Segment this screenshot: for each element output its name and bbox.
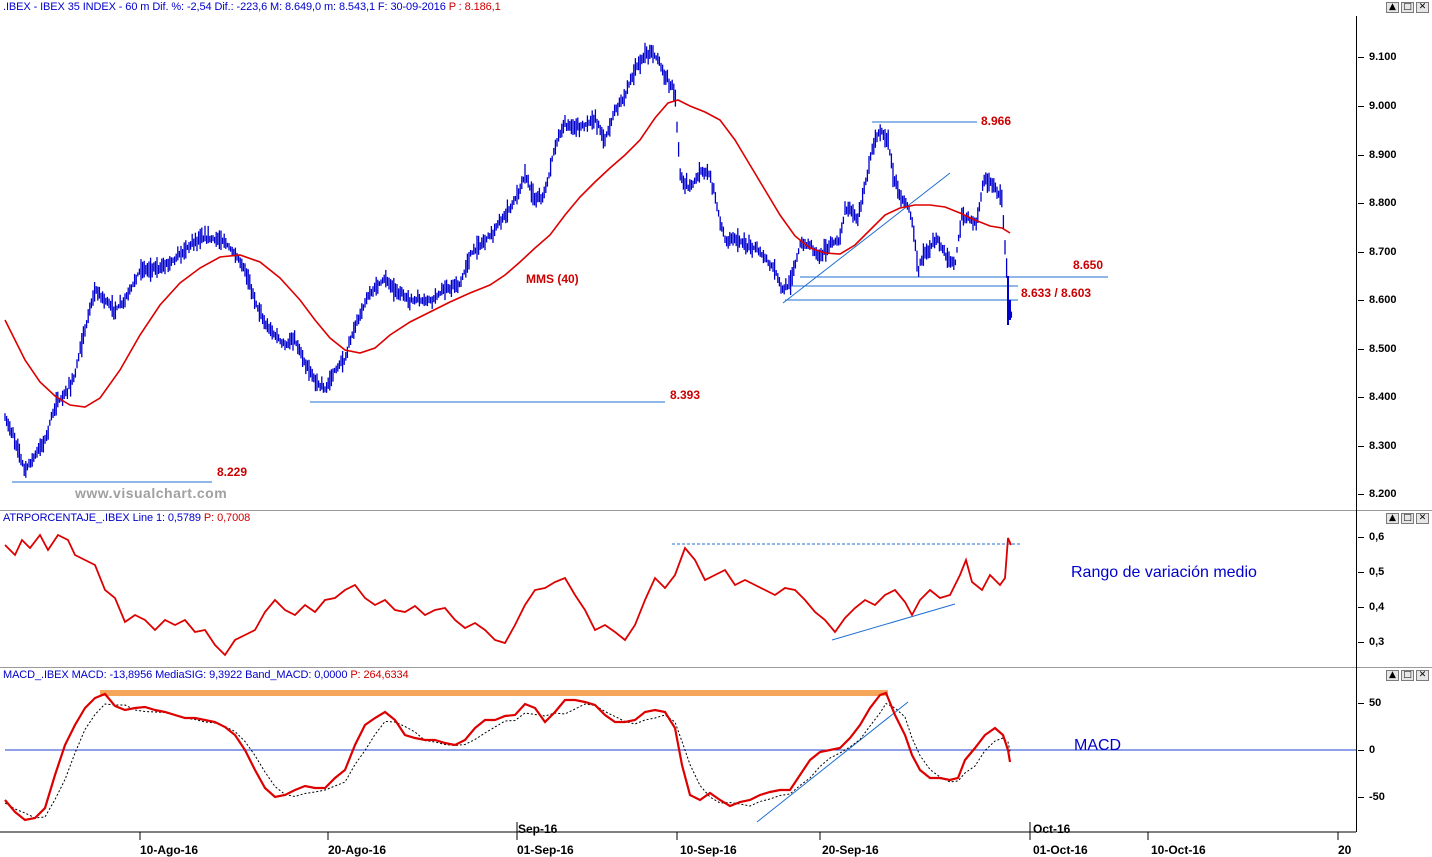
price-panel-header: .IBEX - IBEX 35 INDEX - 60 m Dif. %: -2,… [0,0,1432,16]
atr-line [4,533,1012,657]
y-label: 8.800 [1369,197,1397,209]
minimize-icon[interactable]: ▲ [1386,2,1399,13]
atr-trendline [831,603,956,641]
macd-trendline [756,701,909,823]
minimize-icon[interactable]: ▲ [1386,670,1399,681]
close-icon[interactable]: ✕ [1416,670,1429,681]
atr-panel-header: ATRPORCENTAJE_.IBEX Line 1: 0,5789 P: 0,… [0,511,1432,527]
minimize-icon[interactable]: ▲ [1386,513,1399,524]
watermark: www.visualchart.com [75,485,228,501]
price-panel-title: .IBEX - IBEX 35 INDEX - 60 m Dif. %: -2,… [3,1,501,13]
annotation-8229: 8.229 [217,465,248,479]
y-label: 9.100 [1369,51,1397,63]
trendline-rising [782,172,951,304]
x-label: 10-Ago-16 [140,843,199,857]
price-bars [4,42,1013,478]
y-label: 0,3 [1369,636,1385,648]
mms-40-line [4,99,1011,408]
y-label: 8.900 [1369,149,1397,161]
panel-separator [0,510,1432,511]
y-label: 8.500 [1369,343,1397,355]
y-label: 0 [1369,744,1376,756]
y-label: -50 [1369,791,1385,803]
y-label: 8.600 [1369,294,1397,306]
macd-line [4,691,1012,822]
price-window-buttons: ▲ □ ✕ [1386,2,1429,13]
x-label: 20-Sep-16 [822,843,879,857]
x-label: 01-Sep-16 [517,843,574,857]
y-label: 8.300 [1369,440,1397,452]
annotation-8650: 8.650 [1073,258,1104,272]
restore-icon[interactable]: □ [1401,513,1414,524]
atr-panel-title: ATRPORCENTAJE_.IBEX Line 1: 0,5789 P: 0,… [3,512,251,524]
x-label: 10-Sep-16 [680,843,737,857]
y-label: 8.400 [1369,391,1397,403]
x-label: 10-Oct-16 [1151,843,1206,857]
panel-separator [0,667,1432,668]
y-label: 50 [1369,697,1382,709]
annotation-8966: 8.966 [981,114,1012,128]
macd-caption: MACD [1074,737,1122,754]
restore-icon[interactable]: □ [1401,2,1414,13]
y-label: 0,5 [1369,566,1385,578]
y-label: 8.700 [1369,246,1397,258]
y-label: 9.000 [1369,100,1397,112]
atr-caption: Rango de variación medio [1071,564,1257,581]
month-label: Oct-16 [1033,822,1071,836]
restore-icon[interactable]: □ [1401,670,1414,681]
macd-panel-header: MACD_.IBEX MACD: -13,8956 MediaSIG: 9,39… [0,668,1432,684]
macd-panel-title: MACD_.IBEX MACD: -13,8956 MediaSIG: 9,39… [3,669,409,681]
macd-window-buttons: ▲ □ ✕ [1386,670,1429,681]
x-label: 01-Oct-16 [1033,843,1088,857]
annotation-mms: MMS (40) [526,272,579,286]
macd-signal-line [4,702,1011,819]
y-axis-line [1356,16,1357,832]
close-icon[interactable]: ✕ [1416,2,1429,13]
annotation-8633-8603: 8.633 / 8.603 [1021,286,1092,300]
month-label: Sep-16 [518,822,558,836]
y-label: 8.200 [1369,488,1397,500]
close-icon[interactable]: ✕ [1416,513,1429,524]
annotation-8393: 8.393 [670,388,701,402]
atr-panel: ATRPORCENTAJE_.IBEX Line 1: 0,5789 P: 0,… [0,511,1432,668]
x-label: 20 [1338,843,1352,857]
y-label: 0,4 [1369,601,1385,613]
x-label: 20-Ago-16 [328,843,387,857]
y-label: 0,6 [1369,531,1385,543]
atr-window-buttons: ▲ □ ✕ [1386,513,1429,524]
